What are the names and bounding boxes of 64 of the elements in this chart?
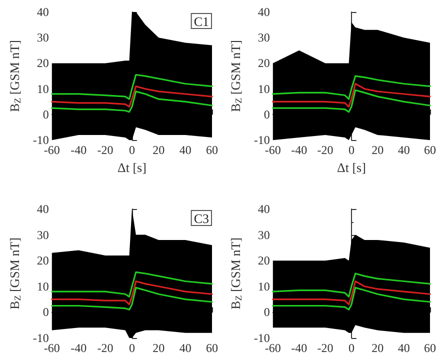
y-tick-label: 0 (264, 107, 270, 122)
line-series (272, 89, 431, 113)
line-series (272, 82, 431, 108)
x-tick-label: 20 (152, 143, 165, 158)
line-series (51, 271, 213, 298)
y-tick-label: 0 (42, 305, 49, 320)
x-tick-label: -20 (97, 341, 114, 355)
x-tick-label: -40 (291, 143, 308, 158)
y-tick-label: 20 (258, 56, 270, 70)
y-tick-label: 0 (42, 107, 49, 122)
y-tick-label: 30 (36, 30, 49, 45)
x-tick-label: 60 (424, 143, 436, 158)
line-series (51, 86, 213, 108)
x-tick-label: 20 (152, 341, 165, 355)
x-tick-label: 40 (179, 341, 192, 355)
y-tick-label: 20 (258, 254, 270, 268)
x-tick-label: -20 (97, 143, 114, 158)
y-tick-label: 40 (258, 5, 270, 19)
y-tick-label: 0 (264, 305, 270, 320)
line-series (272, 286, 431, 310)
x-tick-label: 60 (206, 341, 218, 355)
x-tick-label: -20 (317, 143, 334, 158)
x-tick-label: 40 (179, 143, 192, 158)
y-tick-label: 30 (258, 30, 270, 45)
y-tick-label: 10 (258, 279, 270, 294)
x-tick-label: 40 (398, 341, 410, 355)
x-tick-label: -20 (317, 341, 334, 355)
y-tick-label: 40 (36, 5, 49, 19)
x-tick-label: 20 (372, 143, 384, 158)
y-tick-label: 10 (258, 82, 270, 96)
y-tick-label: 30 (36, 228, 49, 242)
x-axis-title: Δt [s] (117, 160, 146, 175)
y-tick-label: 40 (36, 202, 49, 216)
annotation: C3 (194, 211, 209, 226)
y-tick-label: 10 (36, 279, 49, 294)
x-tick-label: 0 (348, 341, 354, 355)
y-axis-title: BZ [GSM nT] (228, 40, 244, 112)
y-tick-label: 20 (36, 56, 49, 70)
x-tick-label: 60 (424, 341, 436, 355)
x-axis-title: Δt [s] (336, 160, 366, 175)
y-tick-label: 40 (258, 202, 270, 216)
x-tick-label: 0 (128, 143, 135, 158)
line-series (51, 286, 213, 310)
x-tick-label: -40 (70, 341, 87, 355)
x-tick-label: 20 (372, 341, 384, 355)
line-series (272, 75, 431, 100)
x-tick-label: -40 (70, 143, 87, 158)
y-tick-label: 30 (258, 228, 270, 242)
line-series (51, 280, 213, 306)
x-tick-label: 60 (206, 143, 218, 158)
line-series (272, 280, 431, 306)
y-axis-title: BZ [GSM nT] (7, 40, 22, 112)
annotation: C1 (194, 14, 209, 29)
y-axis-title: BZ [GSM nT] (7, 238, 22, 310)
x-tick-label: 0 (348, 143, 354, 158)
y-tick-label: 10 (36, 82, 49, 96)
line-series (51, 90, 213, 113)
x-tick-label: -40 (291, 341, 308, 355)
y-tick-label: 20 (36, 254, 49, 268)
x-tick-label: 0 (128, 341, 135, 355)
y-axis-title: BZ [GSM nT] (228, 238, 244, 310)
line-series (272, 272, 431, 298)
line-series (51, 74, 213, 100)
x-tick-label: 40 (398, 143, 410, 158)
